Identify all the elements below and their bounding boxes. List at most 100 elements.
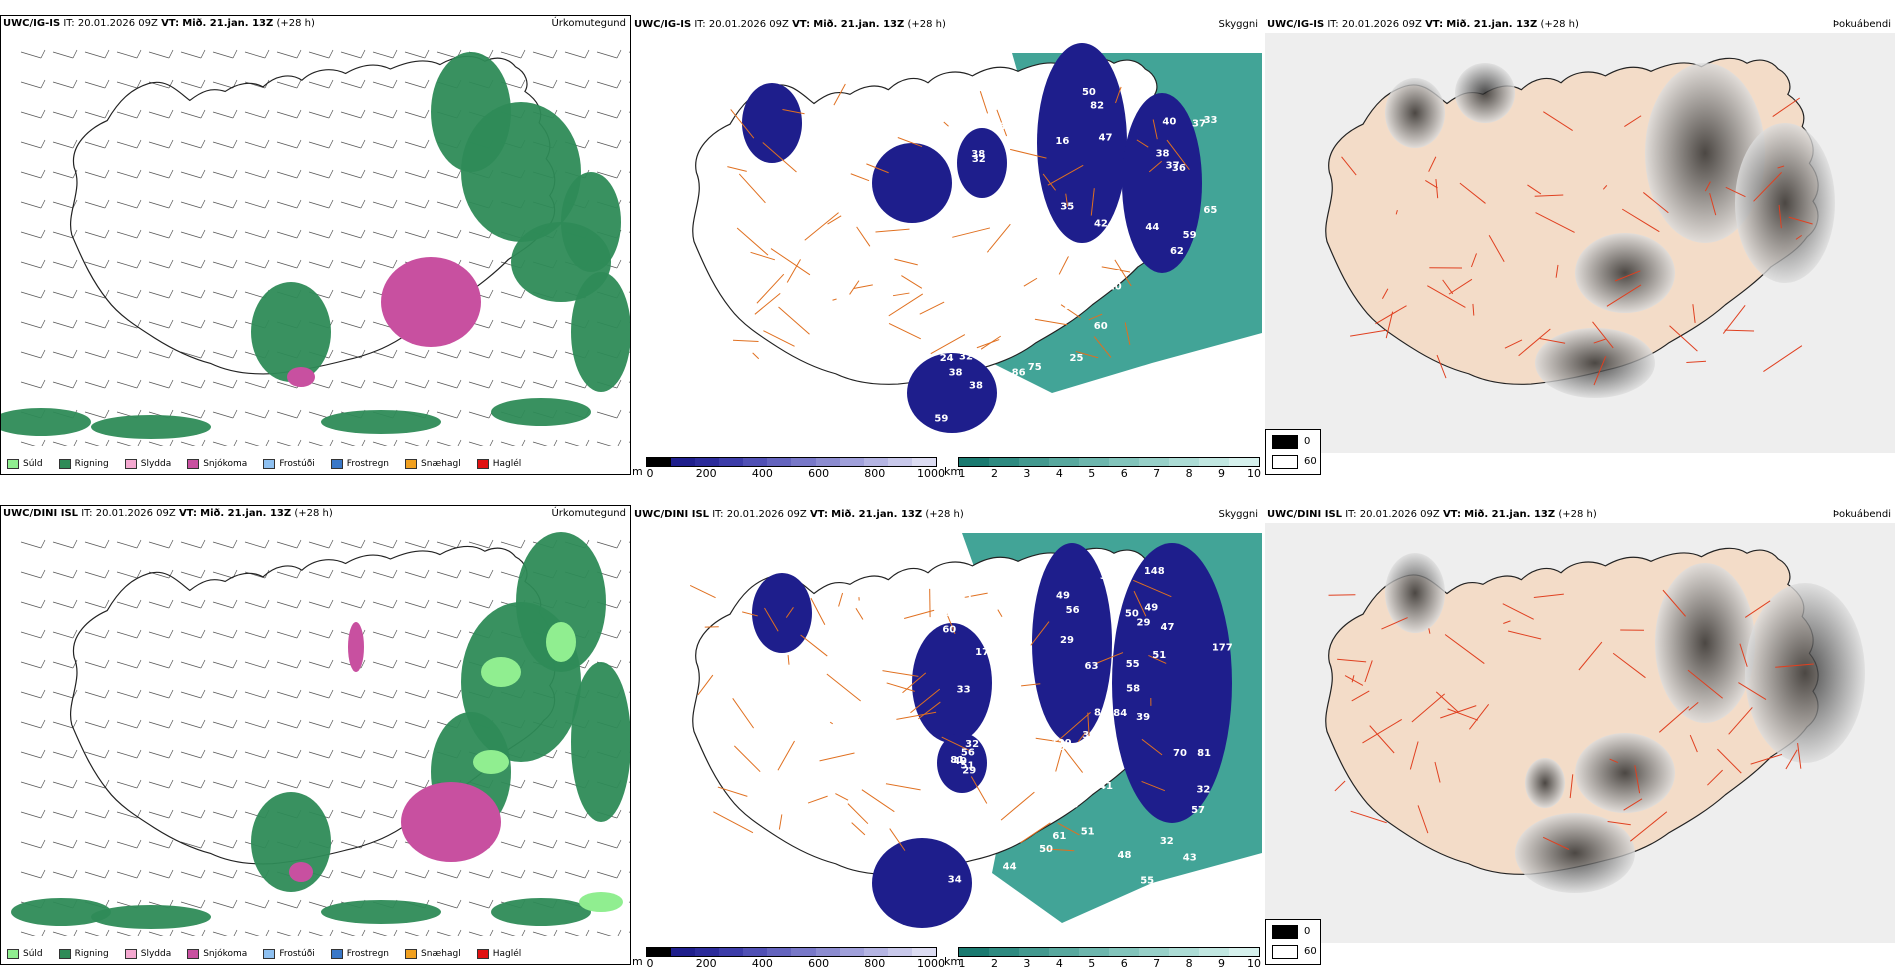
wind-barb-icon (53, 720, 77, 728)
wind-barb-icon (469, 930, 493, 936)
cloud-base-value: 30 (1100, 571, 1114, 582)
drizzle-area (579, 892, 623, 912)
wind-barb-icon (405, 570, 429, 578)
legend-item: Haglél (477, 459, 522, 469)
wind-barb-icon (149, 540, 173, 548)
wind-barb-icon (597, 540, 621, 548)
legend-swatch (187, 949, 199, 959)
wind-barb-icon (277, 200, 301, 208)
model-label: UWC/IG-IS (634, 19, 691, 30)
rain-area (91, 415, 211, 439)
wind-barb-icon (21, 930, 45, 936)
legend-swatch (331, 949, 343, 959)
wind-barb-icon (117, 350, 141, 358)
wind-barb-icon (629, 50, 630, 58)
vt-label: VT: (161, 18, 179, 29)
fog-map (1265, 33, 1895, 453)
wind-barb-icon (149, 350, 173, 358)
wind-barb-icon (533, 810, 557, 818)
wind-barb-icon (181, 570, 205, 578)
lead-time: (+28 h) (925, 509, 963, 520)
cloud-base-value: 78 (1183, 365, 1197, 376)
wind-barb-icon (213, 930, 237, 936)
cloud-base-value: 44 (1003, 861, 1017, 872)
vt-label: VT: (179, 508, 197, 519)
rain-area (491, 898, 591, 926)
wind-barb-icon (405, 540, 429, 548)
wind-barb-icon (469, 600, 493, 608)
legend-label: Snæhagl (421, 949, 461, 959)
colorbar-tick: 1000 (917, 467, 945, 477)
cloud-base-value: 62 (1170, 246, 1184, 257)
wind-barb-icon (21, 380, 45, 388)
wind-barb-icon (85, 690, 109, 698)
wind-barb-icon (21, 200, 45, 208)
vt-label: VT: (810, 509, 828, 520)
wind-barb-icon (341, 50, 365, 58)
it-label: IT: (1345, 509, 1356, 520)
cloud-base-value: 29 (1136, 618, 1150, 629)
cloud-base-value: 61 (1052, 831, 1066, 842)
wind-barb-icon (277, 260, 301, 268)
wind-barb-icon (149, 290, 173, 298)
wind-barb-icon (341, 200, 365, 208)
wind-barb-icon (181, 720, 205, 728)
wind-barb-icon (85, 410, 109, 418)
colorbar-tick: 600 (808, 957, 829, 967)
wind-barb-icon (21, 320, 45, 328)
wind-barb-icon (213, 380, 237, 388)
visibility-map: 1481145550383934503256293661463256513563… (632, 523, 1262, 943)
cloud-base-value: 32 (959, 352, 973, 363)
wind-barb-icon (181, 200, 205, 208)
wind-barb-icon (213, 780, 237, 788)
wind-barb-icon (149, 720, 173, 728)
cloud-base-value: 44 (1145, 222, 1159, 233)
wind-barb-icon (149, 600, 173, 608)
wind-barb-icon (213, 110, 237, 118)
wind-barb-icon (373, 50, 397, 58)
wind-barb-icon (245, 690, 269, 698)
fog-legend-white-swatch (1272, 945, 1298, 959)
wind-barb-icon (341, 690, 365, 698)
wind-barb-icon (373, 720, 397, 728)
wind-barb-icon (469, 350, 493, 358)
cloud-base-value: 59 (934, 413, 948, 424)
cloud-base-value: 177 (1212, 642, 1233, 653)
rain-area (571, 272, 630, 392)
wind-barb-icon (21, 140, 45, 148)
fog-shading (1745, 583, 1865, 763)
legend-swatch (263, 949, 275, 959)
wind-barb-icon (213, 440, 237, 446)
wind-barb-icon (277, 410, 301, 418)
fog-indicator-panel: UWC/DINI ISL IT: 20.01.2026 09Z VT: Mið.… (1265, 507, 1895, 967)
snow-area (287, 367, 315, 387)
wind-barb-icon (597, 110, 621, 118)
cloud-base-value: 145 (951, 592, 972, 603)
cloud-base-value: 35 (1060, 202, 1074, 213)
panel-header: UWC/IG-IS IT: 20.01.2026 09Z VT: Mið. 21… (632, 17, 946, 33)
colorbar-unit: m (632, 955, 643, 967)
cloud-base-value: 84 (1113, 708, 1127, 719)
wind-barb-icon (597, 140, 621, 148)
wind-barb-icon (437, 900, 461, 908)
wind-barb-icon (629, 290, 630, 298)
wind-barb-icon (629, 570, 630, 578)
colorbar-tick: 9 (1218, 467, 1225, 477)
wind-barb-icon (277, 50, 301, 58)
wind-barb-icon (245, 50, 269, 58)
lead-time: (+28 h) (294, 508, 332, 519)
cloud-base-value: 50 (1039, 844, 1053, 855)
wind-barb-icon (565, 110, 589, 118)
wind-barb-icon (149, 810, 173, 818)
wind-barb-icon (117, 170, 141, 178)
wind-barb-icon (533, 380, 557, 388)
wind-barb-icon (277, 930, 301, 936)
model-label: UWC/DINI ISL (634, 509, 709, 520)
wind-barb-icon (341, 290, 365, 298)
valid-time: Mið. 21.jan. 13Z (1446, 19, 1537, 30)
cloud-base-value: 63 (958, 319, 972, 330)
colorbar-tick: 4 (1056, 957, 1063, 967)
cloud-base-value: 46 (945, 609, 959, 620)
wind-barb-icon (181, 260, 205, 268)
fog-legend-black-swatch (1272, 435, 1298, 449)
